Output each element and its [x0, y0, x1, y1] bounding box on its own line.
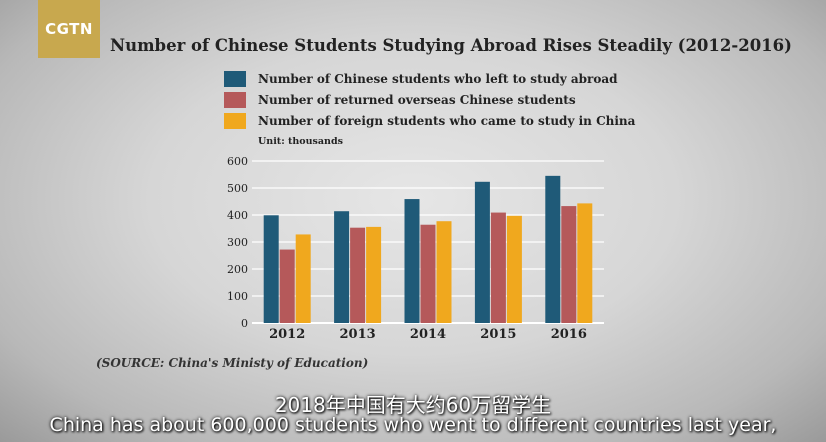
x-tick-label: 2015 — [480, 327, 516, 342]
bar-2013-series-2 — [366, 226, 382, 323]
y-tick-label: 100 — [227, 290, 248, 303]
y-tick-label: 400 — [227, 209, 248, 222]
subtitle-english: China has about 600,000 students who wen… — [49, 414, 777, 436]
legend-swatch — [224, 70, 246, 87]
bar-2012-series-0 — [263, 215, 279, 323]
bar-2016-series-2 — [577, 203, 593, 323]
legend-item-returned: Number of returned overseas Chinese stud… — [224, 89, 635, 110]
bar-2014-series-2 — [436, 221, 452, 323]
legend-label: Number of returned overseas Chinese stud… — [258, 92, 576, 107]
source-note: (SOURCE: China's Ministy of Education) — [96, 356, 369, 370]
unit-label: Unit: thousands — [258, 136, 343, 147]
legend-label: Number of Chinese students who left to s… — [258, 71, 618, 86]
x-tick-label: 2012 — [269, 327, 305, 342]
legend-item-left-abroad: Number of Chinese students who left to s… — [224, 68, 635, 89]
bar-2015-series-1 — [490, 212, 506, 323]
legend-swatch — [224, 91, 246, 108]
bar-2015-series-0 — [474, 181, 490, 323]
legend-label: Number of foreign students who came to s… — [258, 113, 636, 128]
bar-2013-series-1 — [350, 227, 366, 323]
x-tick-label: 2016 — [551, 327, 587, 342]
y-tick-label: 600 — [227, 155, 248, 168]
y-tick-label: 300 — [227, 236, 248, 249]
subtitle-chinese: 2018年中国有大约60万留学生 — [274, 393, 552, 417]
bar-2013-series-0 — [334, 211, 350, 323]
x-tick-label: 2013 — [340, 327, 376, 342]
legend-swatch — [224, 112, 246, 129]
legend-item-foreign: Number of foreign students who came to s… — [224, 110, 635, 131]
bar-2012-series-1 — [279, 249, 295, 323]
bar-2012-series-2 — [295, 234, 311, 323]
bar-2016-series-0 — [545, 175, 561, 323]
y-tick-label: 500 — [227, 182, 248, 195]
bar-2015-series-2 — [506, 215, 522, 323]
chart-title: Number of Chinese Students Studying Abro… — [110, 36, 792, 55]
bar-2014-series-0 — [404, 199, 420, 323]
chart-legend: Number of Chinese students who left to s… — [224, 68, 635, 131]
x-tick-label: 2014 — [410, 327, 446, 342]
bar-2016-series-1 — [561, 206, 577, 323]
bar-2014-series-1 — [420, 224, 436, 323]
cgtn-logo: CGTN — [38, 0, 100, 58]
y-tick-label: 0 — [241, 317, 248, 330]
y-tick-label: 200 — [227, 263, 248, 276]
